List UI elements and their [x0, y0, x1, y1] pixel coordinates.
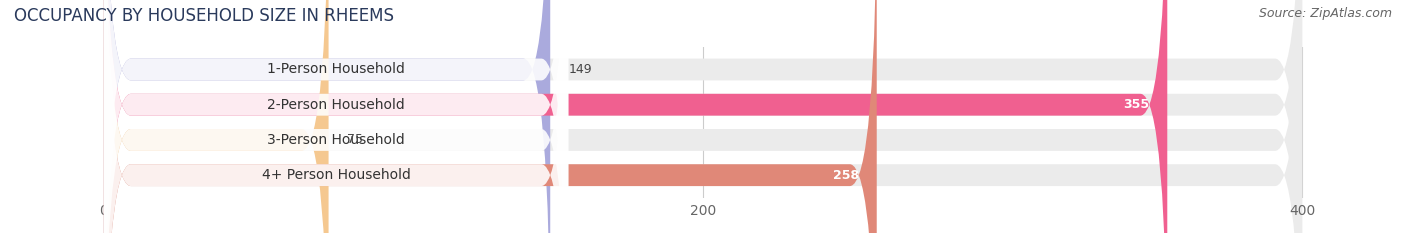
FancyBboxPatch shape — [104, 0, 877, 233]
FancyBboxPatch shape — [104, 0, 1302, 233]
FancyBboxPatch shape — [104, 0, 329, 233]
FancyBboxPatch shape — [104, 0, 568, 233]
FancyBboxPatch shape — [104, 0, 1302, 233]
Text: 2-Person Household: 2-Person Household — [267, 98, 405, 112]
Text: 75: 75 — [346, 134, 363, 146]
Text: 258: 258 — [832, 169, 859, 182]
FancyBboxPatch shape — [104, 0, 1302, 233]
Text: Source: ZipAtlas.com: Source: ZipAtlas.com — [1258, 7, 1392, 20]
Text: 4+ Person Household: 4+ Person Household — [262, 168, 411, 182]
Text: 1-Person Household: 1-Person Household — [267, 62, 405, 76]
FancyBboxPatch shape — [104, 0, 568, 233]
Text: 149: 149 — [568, 63, 592, 76]
FancyBboxPatch shape — [104, 0, 568, 233]
Text: 355: 355 — [1123, 98, 1149, 111]
FancyBboxPatch shape — [104, 0, 1302, 233]
FancyBboxPatch shape — [104, 0, 1167, 233]
FancyBboxPatch shape — [104, 0, 568, 233]
FancyBboxPatch shape — [104, 0, 550, 233]
Text: 3-Person Household: 3-Person Household — [267, 133, 405, 147]
Text: OCCUPANCY BY HOUSEHOLD SIZE IN RHEEMS: OCCUPANCY BY HOUSEHOLD SIZE IN RHEEMS — [14, 7, 394, 25]
